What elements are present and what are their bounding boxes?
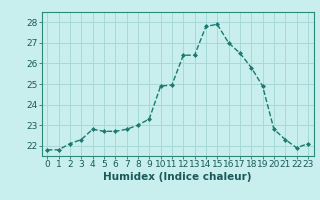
X-axis label: Humidex (Indice chaleur): Humidex (Indice chaleur) bbox=[103, 172, 252, 182]
